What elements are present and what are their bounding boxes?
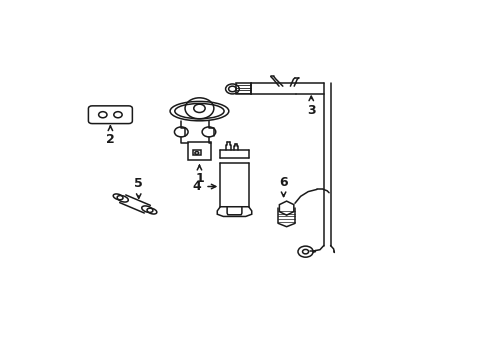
Bar bbox=[188, 141, 210, 159]
Text: 2: 2 bbox=[106, 133, 115, 146]
Text: 1: 1 bbox=[195, 172, 203, 185]
Bar bbox=[192, 150, 201, 156]
Text: 5: 5 bbox=[134, 177, 143, 190]
Text: 4: 4 bbox=[192, 180, 201, 193]
Bar bbox=[236, 84, 250, 94]
Text: 6: 6 bbox=[279, 176, 287, 189]
Text: 3: 3 bbox=[306, 104, 315, 117]
